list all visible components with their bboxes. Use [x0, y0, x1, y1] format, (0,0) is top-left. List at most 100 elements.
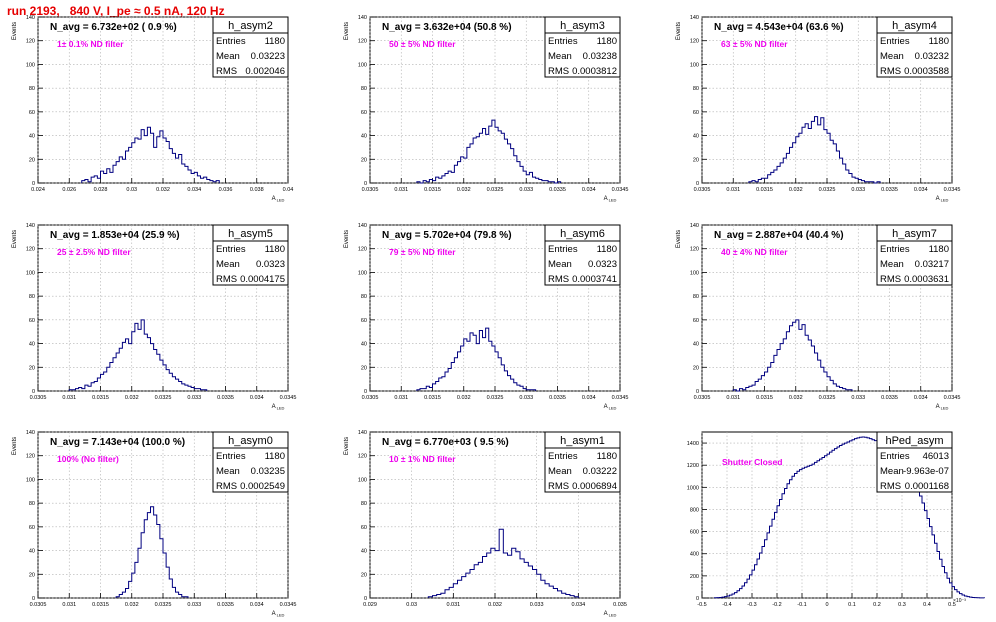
y-tick-label: 0 — [32, 389, 35, 395]
stats-box — [544, 32, 621, 78]
x-tick-label: 0.033 — [851, 395, 865, 401]
x-tick-label: 0.3 — [898, 602, 906, 608]
stats-value-rms: 0.0001168 — [905, 481, 949, 492]
stats-key-entries: Entries — [880, 36, 910, 47]
stats-value-entries: 1180 — [929, 36, 949, 47]
filter-annotation: 50 ± 5% ND filter — [389, 39, 456, 49]
x-tick-label: 0.033 — [187, 602, 201, 608]
filter-annotation: 1± 0.1% ND filter — [57, 39, 124, 49]
stats-value-mean: 0.03223 — [251, 51, 285, 62]
y-axis-label: Events — [344, 437, 350, 455]
y-tick-label: 20 — [29, 572, 35, 578]
stats-key-entries: Entries — [880, 244, 910, 255]
y-tick-label: 60 — [29, 110, 35, 116]
x-tick-label: 0.0305 — [362, 187, 379, 193]
x-tick-label: 0.0345 — [612, 187, 629, 193]
histogram-panel-hPed_asym: -0.5 -0.4 -0.3 -0.2 -0.1 0 0.1 0.2 0.3 0.4 0.5 0 200… — [687, 431, 985, 608]
x-tick-label: 0.0305 — [30, 395, 47, 401]
stats-key-entries: Entries — [216, 451, 246, 462]
y-tick-label: 60 — [29, 525, 35, 531]
y-tick-label: 40 — [361, 342, 367, 348]
y-tick-label: 60 — [361, 318, 367, 324]
histogram-panel-h_asym4: 0.0305 0.031 0.0315 0.032 0.0325 0.033 0.0335 0… — [676, 15, 960, 203]
x-tick-label: 0.1 — [848, 602, 856, 608]
stats-value-entries: 1180 — [597, 244, 617, 255]
x-tick-label: 0.032 — [488, 602, 502, 608]
histogram-title: hPed_asym — [885, 435, 943, 447]
x-axis-label: ALED — [272, 404, 285, 411]
x-tick-label: -0.1 — [797, 602, 806, 608]
stats-value-entries: 46013 — [923, 451, 949, 462]
stats-key-mean: Mean — [548, 466, 572, 477]
y-tick-label: 40 — [693, 342, 699, 348]
x-tick-label: 0.0345 — [944, 395, 961, 401]
histogram-panel-h_asym1: 0.029 0.03 0.031 0.032 0.033 0.034 0.035 0 20 40 6… — [344, 430, 627, 618]
y-tick-label: 600 — [690, 530, 699, 536]
stats-value-mean: 0.0323 — [588, 259, 617, 270]
stats-key-rms: RMS — [880, 274, 901, 285]
y-tick-label: 80 — [361, 294, 367, 300]
stats-value-entries: 1180 — [929, 244, 949, 255]
y-axis-label: Events — [344, 230, 350, 248]
x-tick-label: 0.029 — [363, 602, 377, 608]
x-tick-label: 0.2 — [873, 602, 881, 608]
y-tick-label: 60 — [693, 110, 699, 116]
x-tick-label: 0.031 — [726, 395, 740, 401]
y-tick-label: 0 — [364, 181, 367, 187]
filter-annotation: 63 ± 5% ND filter — [721, 39, 788, 49]
x-tick-label: 0.0325 — [155, 395, 172, 401]
x-exponent-label: ×10⁻³ — [953, 598, 966, 604]
x-tick-label: 0.031 — [394, 187, 408, 193]
histogram-title: h_asym6 — [560, 228, 605, 240]
stats-key-mean: Mean — [548, 51, 572, 62]
x-tick-label: 0.034 — [914, 395, 928, 401]
y-axis-label: Events — [344, 22, 350, 40]
stats-value-rms: 0.0004175 — [240, 274, 285, 285]
x-tick-label: 0.032 — [789, 395, 803, 401]
x-axis-label: ALED — [272, 196, 285, 203]
x-tick-label: 0.0305 — [362, 395, 379, 401]
y-tick-label: 80 — [29, 86, 35, 92]
y-tick-label: 60 — [29, 318, 35, 324]
x-axis-label: ALED — [936, 196, 949, 203]
x-tick-label: 0.0345 — [280, 602, 297, 608]
y-tick-label: 100 — [26, 270, 35, 276]
x-tick-label: 0.034 — [914, 187, 928, 193]
stats-key-entries: Entries — [548, 244, 578, 255]
stats-key-mean: Mean — [880, 51, 904, 62]
histogram-title: h_asym0 — [228, 435, 273, 447]
x-tick-label: 0.0335 — [549, 395, 566, 401]
stats-box — [212, 447, 289, 493]
stats-value-rms: 0.0006894 — [572, 481, 617, 492]
stats-key-entries: Entries — [548, 36, 578, 47]
y-tick-label: 1200 — [687, 463, 699, 469]
y-tick-label: 0 — [32, 596, 35, 602]
x-tick-label: 0.5 — [948, 602, 956, 608]
x-axis-label: ALED — [604, 404, 617, 411]
y-tick-label: 20 — [361, 365, 367, 371]
y-tick-label: 120 — [358, 247, 367, 253]
y-tick-label: 40 — [361, 549, 367, 555]
stats-key-mean: Mean — [216, 466, 240, 477]
x-tick-label: 0.0345 — [944, 187, 961, 193]
y-tick-label: 120 — [26, 39, 35, 45]
y-tick-label: 140 — [26, 15, 35, 21]
y-tick-label: 400 — [690, 552, 699, 558]
stats-value-rms: 0.0003588 — [904, 66, 949, 77]
x-tick-label: 0.024 — [31, 187, 45, 193]
y-tick-label: 80 — [693, 294, 699, 300]
x-tick-label: 0.0335 — [217, 602, 234, 608]
y-tick-label: 140 — [358, 223, 367, 229]
stats-key-rms: RMS — [216, 481, 237, 492]
y-tick-label: 140 — [358, 430, 367, 436]
histogram-title: h_asym1 — [560, 435, 605, 447]
stats-value-mean: 0.0323 — [256, 259, 285, 270]
x-tick-label: 0.034 — [582, 395, 596, 401]
y-tick-label: 20 — [29, 365, 35, 371]
y-tick-label: 60 — [693, 318, 699, 324]
x-tick-label: 0.0315 — [92, 395, 109, 401]
histogram-series — [714, 436, 985, 599]
x-tick-label: 0.0325 — [819, 187, 836, 193]
y-tick-label: 100 — [26, 477, 35, 483]
